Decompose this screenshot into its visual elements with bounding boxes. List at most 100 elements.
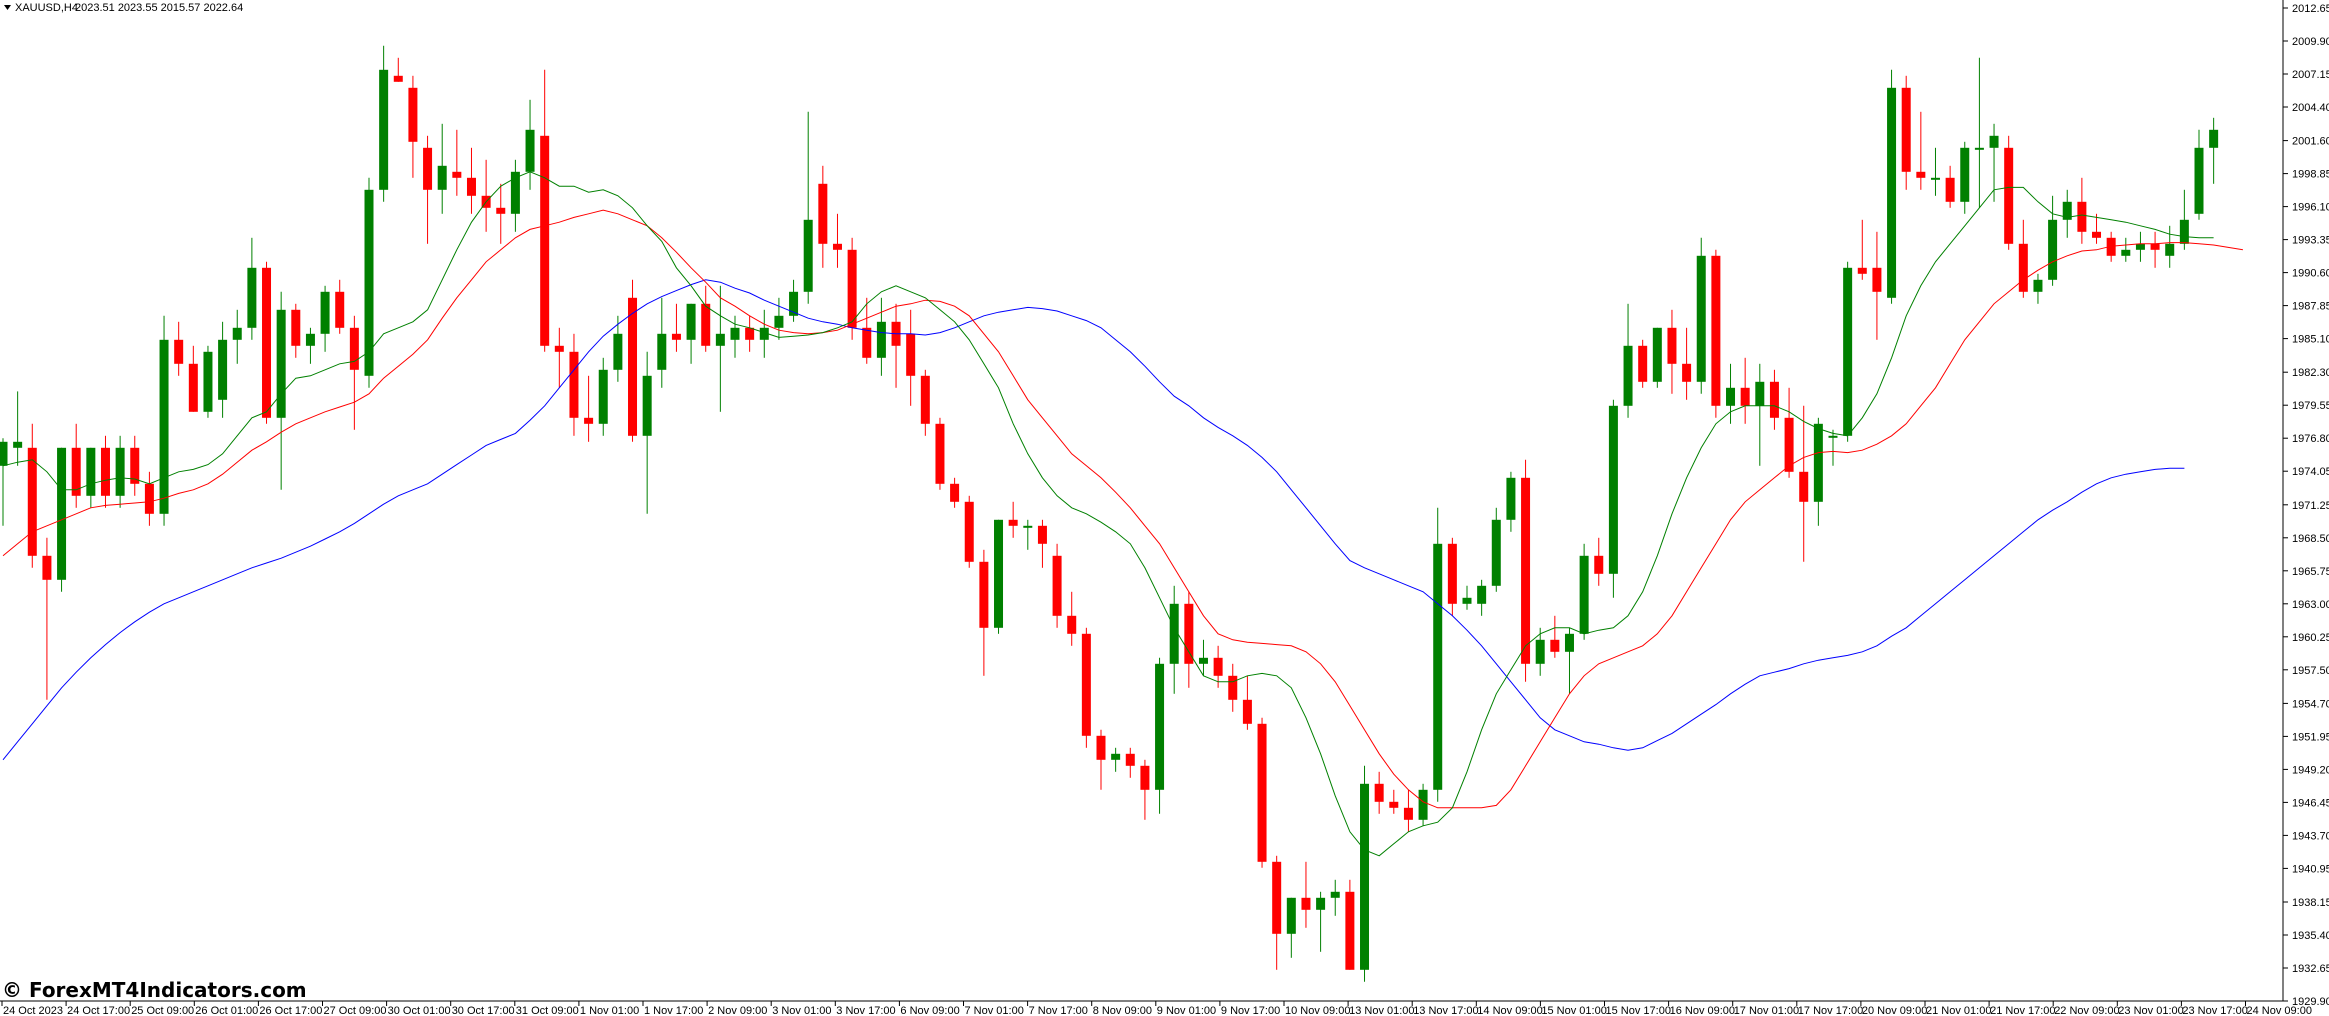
candle[interactable] [276,291,286,490]
candle[interactable] [2048,195,2058,286]
candle[interactable] [1535,627,1545,676]
candle[interactable] [423,135,433,244]
candle[interactable] [1564,627,1574,694]
candle[interactable] [906,309,916,406]
candle[interactable] [950,477,960,508]
candle[interactable] [613,315,623,382]
candle[interactable] [935,417,945,490]
candle[interactable] [27,423,37,568]
candle[interactable] [188,345,198,412]
candle[interactable] [1813,417,1823,526]
candle[interactable] [0,438,8,526]
candle[interactable] [335,279,345,334]
candle[interactable] [13,391,23,466]
candle[interactable] [2033,273,2043,304]
candle[interactable] [584,375,594,442]
candle[interactable] [1140,759,1150,820]
candle[interactable] [1960,141,1970,214]
candle[interactable] [1242,675,1252,730]
candle[interactable] [144,471,154,526]
candle[interactable] [2106,231,2116,262]
candle[interactable] [437,123,447,214]
candle[interactable] [1198,639,1208,676]
candle[interactable] [1389,789,1399,814]
candle[interactable] [1169,585,1179,694]
candle[interactable] [2135,231,2145,262]
candle[interactable] [832,213,842,268]
candle[interactable] [979,549,989,676]
candle[interactable] [42,537,52,700]
candle[interactable] [1608,399,1618,598]
candle[interactable] [1989,123,1999,202]
candle[interactable] [569,333,579,436]
candle[interactable] [408,75,418,178]
candle[interactable] [876,297,886,376]
candle[interactable] [1667,309,1677,394]
candle[interactable] [2004,135,2014,250]
candle[interactable] [1477,579,1487,616]
candle[interactable] [130,435,140,496]
candle[interactable] [1726,363,1736,424]
candle[interactable] [1521,459,1531,682]
candle[interactable] [1755,363,1765,466]
candle[interactable] [1374,771,1384,814]
candle[interactable] [1345,879,1355,970]
candle[interactable] [1638,339,1648,388]
candle[interactable] [1257,717,1267,868]
candle[interactable] [540,69,550,352]
candle[interactable] [598,357,608,436]
candle[interactable] [1228,663,1238,712]
candle[interactable] [2062,189,2072,238]
candle[interactable] [1740,357,1750,424]
candle[interactable] [1418,783,1428,826]
candle[interactable] [1930,147,1940,196]
candle[interactable] [1711,249,1721,418]
candle[interactable] [1784,387,1794,478]
candle[interactable] [1506,471,1516,532]
candle[interactable] [1316,891,1326,952]
candle[interactable] [686,303,696,364]
candle[interactable] [203,345,213,418]
candle[interactable] [628,279,638,442]
candle[interactable] [1052,543,1062,628]
candle[interactable] [1623,303,1633,418]
candle[interactable] [1799,405,1809,562]
candle[interactable] [71,423,81,508]
candle[interactable] [364,177,374,388]
candle[interactable] [1682,327,1692,400]
candle[interactable] [393,57,403,82]
candle[interactable] [1843,261,1853,442]
candle[interactable] [1887,69,1897,304]
candle[interactable] [774,297,784,340]
candle[interactable] [320,285,330,352]
candle[interactable] [2018,219,2028,298]
candle[interactable] [1491,507,1501,592]
candle[interactable] [1916,111,1926,190]
candle[interactable] [759,309,769,358]
candle[interactable] [1111,747,1121,772]
candle[interactable] [920,369,930,436]
candle[interactable] [174,321,184,376]
candle[interactable] [1330,879,1340,916]
candle[interactable] [452,129,462,196]
candle[interactable] [715,285,725,412]
candle[interactable] [1286,897,1296,958]
candle[interactable] [803,111,813,304]
candle[interactable] [1462,585,1472,610]
candle[interactable] [349,315,359,430]
candle[interactable] [994,519,1004,634]
candle[interactable] [2165,225,2175,268]
candle[interactable] [701,285,711,352]
candle[interactable] [964,495,974,568]
candle[interactable] [1125,747,1135,778]
candle[interactable] [2092,213,2102,244]
chart-menu-triangle-icon[interactable] [4,5,11,10]
candle[interactable] [1696,237,1706,394]
candle[interactable] [1579,543,1589,640]
candle[interactable] [2121,237,2131,262]
candle[interactable] [730,315,740,358]
candle[interactable] [1550,615,1560,658]
candle[interactable] [1301,861,1311,928]
candle[interactable] [657,297,667,388]
